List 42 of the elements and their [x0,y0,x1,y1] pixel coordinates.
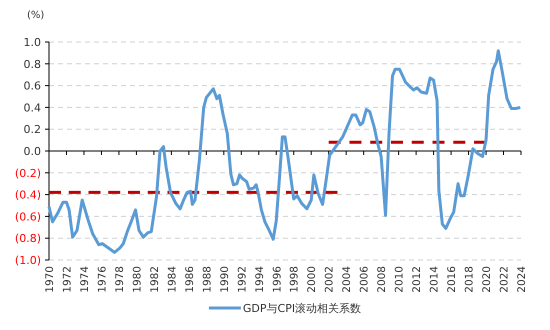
y-tick-label: (0.6) [14,210,41,224]
x-tick-label: 2020 [481,266,494,293]
y-tick-label: (0.2) [14,166,41,180]
x-tick-label: 2012 [411,266,424,293]
x-tick-label: 1992 [236,266,248,293]
x-tick-label: 1988 [201,266,214,293]
x-tick-label: 1984 [166,266,178,293]
y-tick-label: 0.0 [24,145,41,158]
y-tick-label: 0.8 [24,58,41,71]
x-tick-label: 2008 [376,266,388,293]
x-tick-label: 2016 [446,266,458,293]
y-axis-title: (%) [27,10,44,21]
x-tick-label: 2002 [324,266,336,293]
y-tick-label: 0.6 [24,80,41,93]
y-tick-label: 1.0 [24,36,41,49]
legend-label: GDP与CPI滚动相关系数 [242,302,362,315]
x-tick-label: 1996 [271,266,284,293]
x-tick-label: 2004 [341,266,354,293]
x-tick-label: 2022 [498,266,511,293]
x-tick-label: 2010 [394,266,406,293]
x-tick-label: 1982 [148,266,161,293]
x-tick-label: 2024 [516,266,528,293]
y-tick-label: (0.4) [14,188,41,202]
y-tick-label: (1.0) [14,254,41,267]
x-tick-label: 2006 [358,266,371,293]
x-tick-label: 1970 [44,266,56,293]
x-tick-label: 1980 [131,266,144,293]
y-tick-label: (0.8) [14,232,41,246]
x-tick-label: 2000 [306,266,318,293]
x-tick-label: 1998 [288,266,301,293]
x-tick-label: 1976 [96,266,108,293]
x-tick-label: 1978 [114,266,126,293]
x-tick-label: 1994 [254,266,266,293]
x-tick-label: 1974 [78,266,91,293]
line-series [48,49,522,254]
x-tick-label: 1990 [218,266,231,293]
y-tick-label: 0.2 [24,123,41,136]
x-tick-label: 2018 [464,266,476,293]
x-tick-label: 1972 [61,266,74,293]
y-tick-label: 0.4 [24,101,41,114]
x-tick-label: 1986 [184,266,196,293]
x-tick-label: 2014 [428,266,441,293]
